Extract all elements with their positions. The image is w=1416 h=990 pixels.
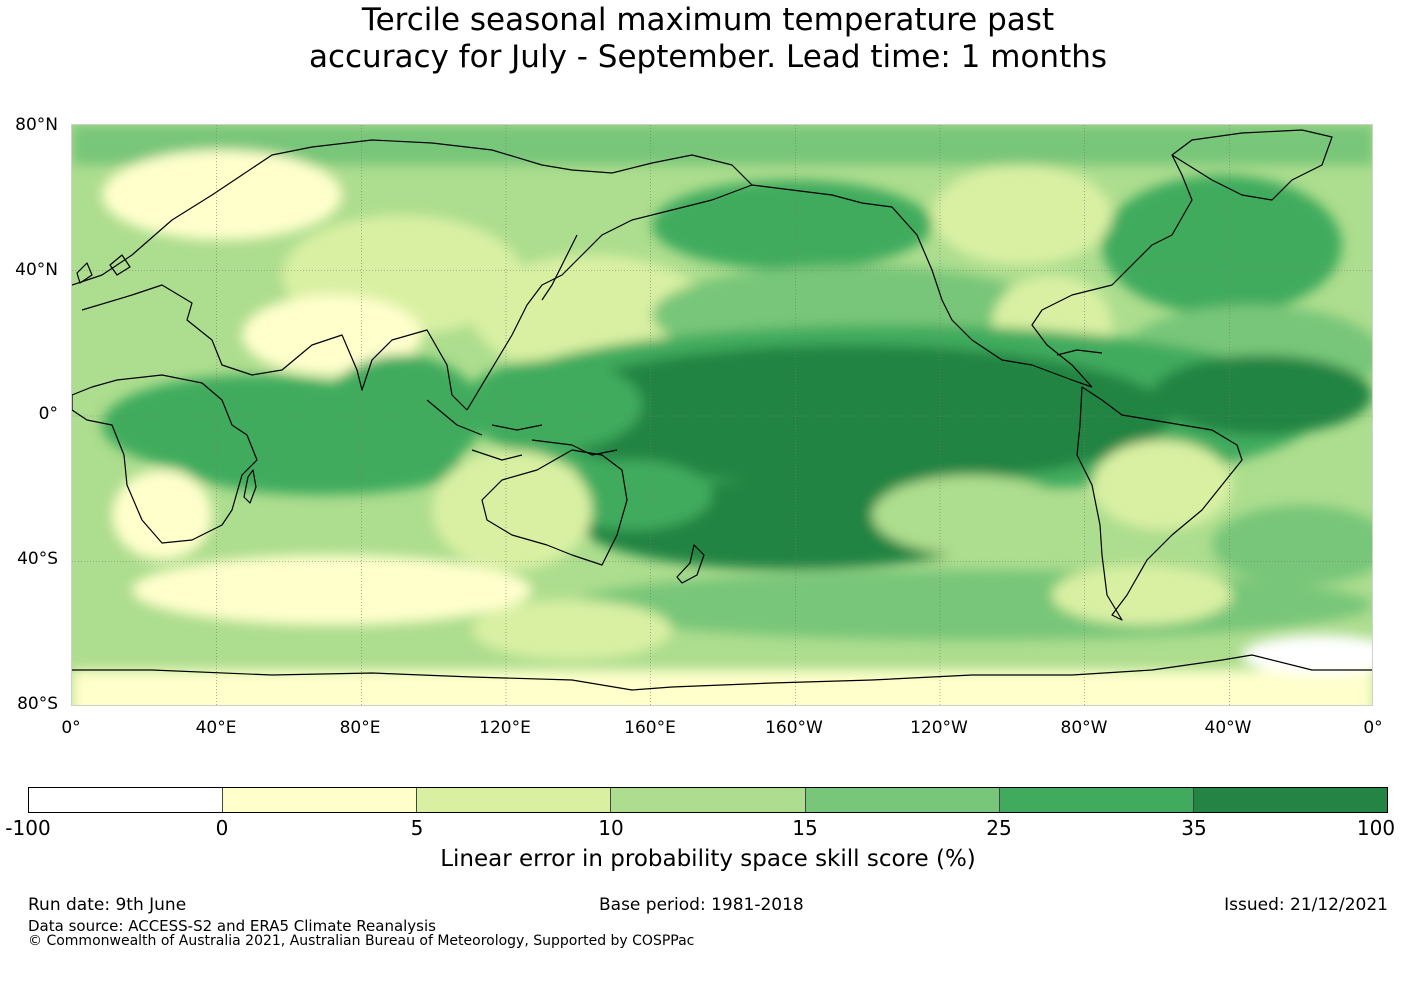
coastlines <box>72 129 1372 691</box>
lon-label-0-left: 0° <box>61 718 81 738</box>
colorbar-segment <box>29 788 224 812</box>
lon-label-120w: 120°W <box>910 718 968 738</box>
lon-label-40e: 40°E <box>195 718 237 738</box>
lat-label-80n: 80°N <box>15 115 58 135</box>
chart-title: Tercile seasonal maximum temperature pas… <box>0 0 1416 76</box>
colorbar-tick: 5 <box>410 816 424 840</box>
skill-map <box>72 125 1372 705</box>
colorbar-tick: 0 <box>215 816 229 840</box>
lon-label-80w: 80°W <box>1060 718 1108 738</box>
skill-field <box>72 125 1372 705</box>
colorbar-segment <box>999 788 1194 812</box>
issued-date: Issued: 21/12/2021 <box>1224 895 1388 915</box>
lat-label-0: 0° <box>38 404 58 424</box>
lon-label-160e: 160°E <box>624 718 676 738</box>
colorbar-segment <box>223 788 418 812</box>
lon-label-0-right: 0° <box>1363 718 1383 738</box>
colorbar-tick: 25 <box>986 816 1012 840</box>
colorbar <box>28 787 1388 813</box>
lon-label-120e: 120°E <box>479 718 531 738</box>
colorbar-label: Linear error in probability space skill … <box>440 846 976 872</box>
colorbar-segment <box>611 788 806 812</box>
run-date: Run date: 9th June <box>28 895 187 915</box>
lat-label-40n: 40°N <box>15 260 58 280</box>
colorbar-tick: -100 <box>5 816 51 840</box>
data-source: Data source: ACCESS-S2 and ERA5 Climate … <box>28 917 436 935</box>
lat-label-40s: 40°S <box>17 549 58 569</box>
map-panel <box>71 124 1373 706</box>
copyright: © Commonwealth of Australia 2021, Austra… <box>28 933 695 949</box>
colorbar-tick: 100 <box>1356 816 1396 840</box>
lon-label-80e: 80°E <box>339 718 381 738</box>
colorbar-segment <box>805 788 1000 812</box>
lon-label-160w: 160°W <box>765 718 823 738</box>
colorbar-tick: 10 <box>598 816 624 840</box>
graticule <box>72 125 1372 705</box>
colorbar-segment <box>1193 788 1387 812</box>
title-line-1: Tercile seasonal maximum temperature pas… <box>361 2 1055 38</box>
lat-label-80s: 80°S <box>17 694 58 714</box>
lon-label-40w: 40°W <box>1204 718 1252 738</box>
colorbar-segment <box>417 788 612 812</box>
colorbar-tick: 15 <box>792 816 818 840</box>
colorbar-tick: 35 <box>1181 816 1207 840</box>
title-line-2: accuracy for July - September. Lead time… <box>308 39 1108 75</box>
base-period: Base period: 1981-2018 <box>599 895 804 915</box>
